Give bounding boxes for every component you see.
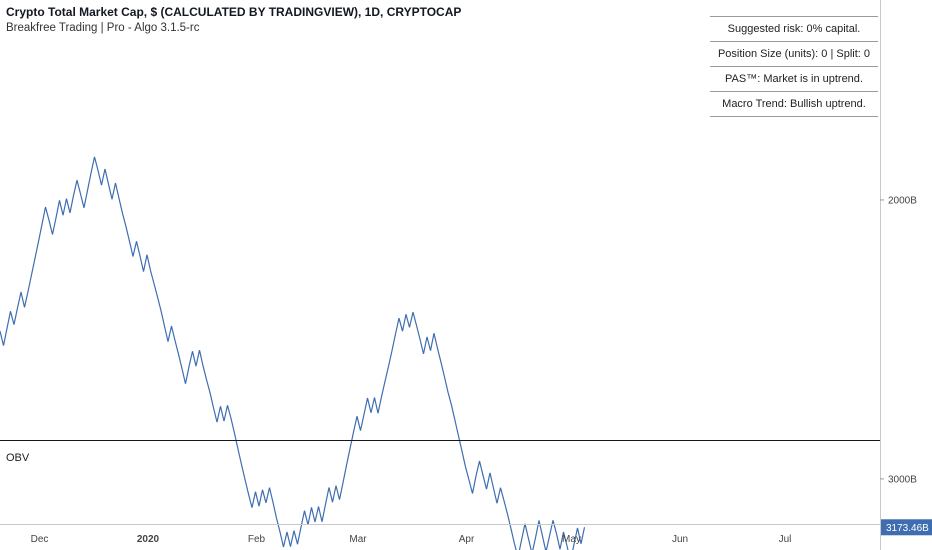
obv-layer xyxy=(0,156,586,550)
x-tick-label: Mar xyxy=(349,534,367,545)
x-tick-label: Jun xyxy=(672,534,688,545)
x-tick-label: 2020 xyxy=(137,534,160,545)
x-tick-label: Dec xyxy=(31,534,49,545)
x-tick-label: Apr xyxy=(459,534,475,545)
obv-value-label: 3173.46B xyxy=(886,523,929,534)
obv-tick-label: 3000B xyxy=(888,474,917,485)
info-pas: PAS™: Market is in uptrend. xyxy=(710,67,878,92)
obv-pane-title: OBV xyxy=(6,452,30,464)
indicator-name: Breakfree Trading | Pro - Algo 3.1.5-rc xyxy=(6,22,200,34)
obv-tag-bg xyxy=(881,519,932,536)
x-tick-label: Jul xyxy=(779,534,792,545)
info-risk: Suggested risk: 0% capital. xyxy=(710,17,878,42)
info-macro-trend: Macro Trend: Bullish uptrend. xyxy=(710,92,878,117)
info-position-size: Position Size (units): 0 | Split: 0 xyxy=(710,42,878,67)
chart-title: Crypto Total Market Cap, $ (CALCULATED B… xyxy=(6,5,462,19)
info-row xyxy=(710,0,878,17)
info-panel: Suggested risk: 0% capital. Position Siz… xyxy=(710,0,878,117)
x-tick-label: Feb xyxy=(248,534,266,545)
x-tick-label: May xyxy=(562,534,581,545)
obv-line xyxy=(0,156,586,550)
obv-tick-label: 2000B xyxy=(888,195,917,206)
